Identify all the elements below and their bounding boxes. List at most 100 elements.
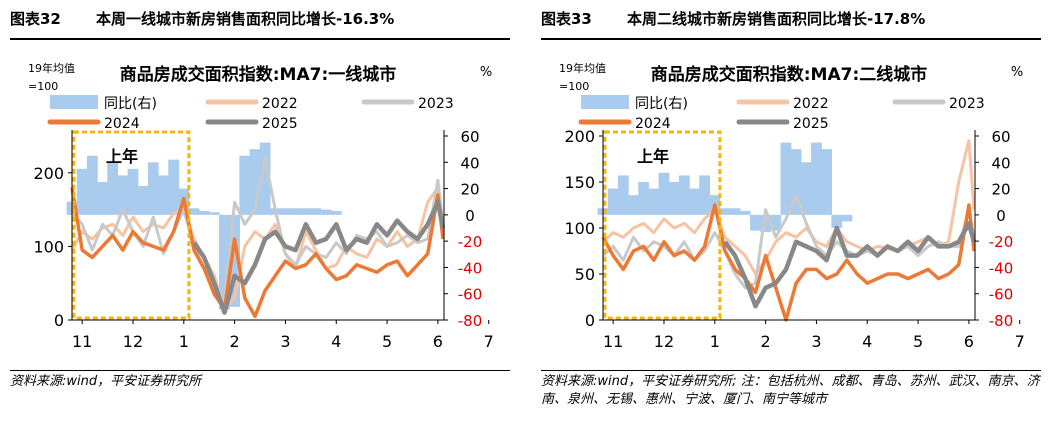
yoy-bar xyxy=(750,214,761,231)
x-tick-label: 5 xyxy=(382,332,392,351)
figure-caption: 本周一线城市新房销售面积同比增长-16.3% xyxy=(96,10,395,28)
right-tick-label: 0 xyxy=(465,207,475,225)
figure-caption: 本周二线城市新房销售面积同比增长-17.8% xyxy=(627,10,926,28)
legend-label: 2024 xyxy=(104,116,140,132)
yoy-bar xyxy=(330,210,342,215)
left-tick-label: 0 xyxy=(585,311,595,330)
yoy-bar xyxy=(739,210,751,215)
right-tick-label: -60 xyxy=(989,286,1014,304)
yoy-bar xyxy=(300,208,312,215)
yoy-bar xyxy=(117,175,129,215)
x-tick-label: 7 xyxy=(484,332,494,351)
last-year-box xyxy=(72,130,191,320)
legend-label: 同比(右) xyxy=(635,96,688,112)
source-rule xyxy=(541,370,1041,371)
source-note: 资料来源:wind，平安证券研究所 xyxy=(10,374,202,389)
yoy-bar xyxy=(158,175,169,215)
figure-33: 图表33 本周二线城市新房销售面积同比增长-17.8% 商品房成交面积指数:MA7… xyxy=(531,0,1051,423)
legend-label: 2022 xyxy=(793,96,829,112)
left-tick-label: 200 xyxy=(33,164,64,183)
yoy-bar xyxy=(208,212,220,215)
yoy-bar xyxy=(821,149,832,215)
last-year-box xyxy=(603,130,722,320)
yoy-bar xyxy=(638,182,650,215)
yoy-bar xyxy=(617,175,629,215)
right-tick-label: 20 xyxy=(460,181,479,199)
yoy-bar xyxy=(76,168,88,215)
left-axis-unit: 19年均值 xyxy=(559,61,606,75)
legend-label: 2022 xyxy=(262,96,298,112)
yoy-bar xyxy=(229,214,241,307)
yoy-bar xyxy=(86,155,98,215)
right-tick-label: 0 xyxy=(996,207,1006,225)
series-line-2025 xyxy=(723,221,977,309)
yoy-bar xyxy=(719,208,731,215)
x-tick-label: 11 xyxy=(603,332,623,351)
x-tick-label: 5 xyxy=(913,332,923,351)
yoy-bar xyxy=(280,208,291,215)
yoy-bar xyxy=(689,188,700,215)
right-tick-label: 40 xyxy=(460,154,479,172)
yoy-bar xyxy=(259,142,271,215)
title-rule xyxy=(541,38,1041,40)
series-line-2024 xyxy=(70,187,445,319)
left-axis-unit: =100 xyxy=(28,80,58,93)
x-tick-label: 3 xyxy=(811,332,821,351)
yoy-bar xyxy=(107,162,119,215)
series-line-2024 xyxy=(601,203,976,322)
yoy-bar xyxy=(678,175,690,215)
left-axis-unit: =100 xyxy=(559,80,589,93)
figure-title: 图表32 本周一线城市新房销售面积同比增长-16.3% xyxy=(10,2,510,36)
x-tick-label: 1 xyxy=(710,332,720,351)
yoy-bar xyxy=(607,188,619,215)
right-tick-label: 40 xyxy=(991,154,1010,172)
yoy-bar xyxy=(97,182,108,215)
yoy-bar xyxy=(147,162,159,215)
left-axis-unit: 19年均值 xyxy=(28,61,75,75)
yoy-bar xyxy=(188,208,200,215)
legend-swatch xyxy=(581,95,629,109)
x-tick-label: 7 xyxy=(1015,332,1025,351)
last-year-label: 上年 xyxy=(637,147,669,166)
figure-number: 图表32 xyxy=(10,10,61,28)
yoy-bar xyxy=(668,182,680,215)
x-tick-label: 4 xyxy=(331,332,341,351)
yoy-bar xyxy=(310,208,322,215)
x-tick-label: 11 xyxy=(72,332,92,351)
yoy-bar xyxy=(168,159,180,215)
yoy-bar xyxy=(648,188,660,215)
left-tick-label: 0 xyxy=(54,311,64,330)
x-tick-label: 6 xyxy=(964,332,974,351)
yoy-bar xyxy=(239,155,251,215)
yoy-bar xyxy=(290,208,301,215)
right-tick-label: 60 xyxy=(991,128,1010,146)
x-tick-label: 12 xyxy=(123,332,143,351)
right-tick-label: -40 xyxy=(458,259,483,277)
legend-label: 2024 xyxy=(635,116,671,132)
yoy-bar xyxy=(760,214,772,232)
yoy-bar xyxy=(780,142,792,215)
yoy-bar xyxy=(198,210,210,215)
right-axis-unit: % xyxy=(480,65,492,80)
figure-title: 图表33 本周二线城市新房销售面积同比增长-17.8% xyxy=(541,2,1041,36)
left-tick-label: 50 xyxy=(575,265,595,284)
right-tick-label: -80 xyxy=(458,312,483,330)
yoy-bar xyxy=(127,168,139,215)
right-tick-label: -20 xyxy=(989,233,1014,251)
chart-title: 商品房成交面积指数:MA7:一线城市 xyxy=(120,64,397,85)
series-line-2025 xyxy=(192,199,446,315)
yoy-bar xyxy=(628,195,639,215)
x-tick-label: 2 xyxy=(230,332,240,351)
yoy-bar xyxy=(831,214,843,228)
yoy-bar xyxy=(699,175,711,215)
yoy-bar xyxy=(320,209,332,215)
right-tick-label: -60 xyxy=(458,286,483,304)
yoy-bar xyxy=(219,214,230,310)
x-tick-label: 2 xyxy=(761,332,771,351)
title-rule xyxy=(10,38,510,40)
left-tick-label: 100 xyxy=(564,219,595,238)
right-tick-label: 60 xyxy=(460,128,479,146)
yoy-bar xyxy=(249,149,261,215)
right-tick-label: -80 xyxy=(989,312,1014,330)
legend-label: 2023 xyxy=(418,96,454,112)
